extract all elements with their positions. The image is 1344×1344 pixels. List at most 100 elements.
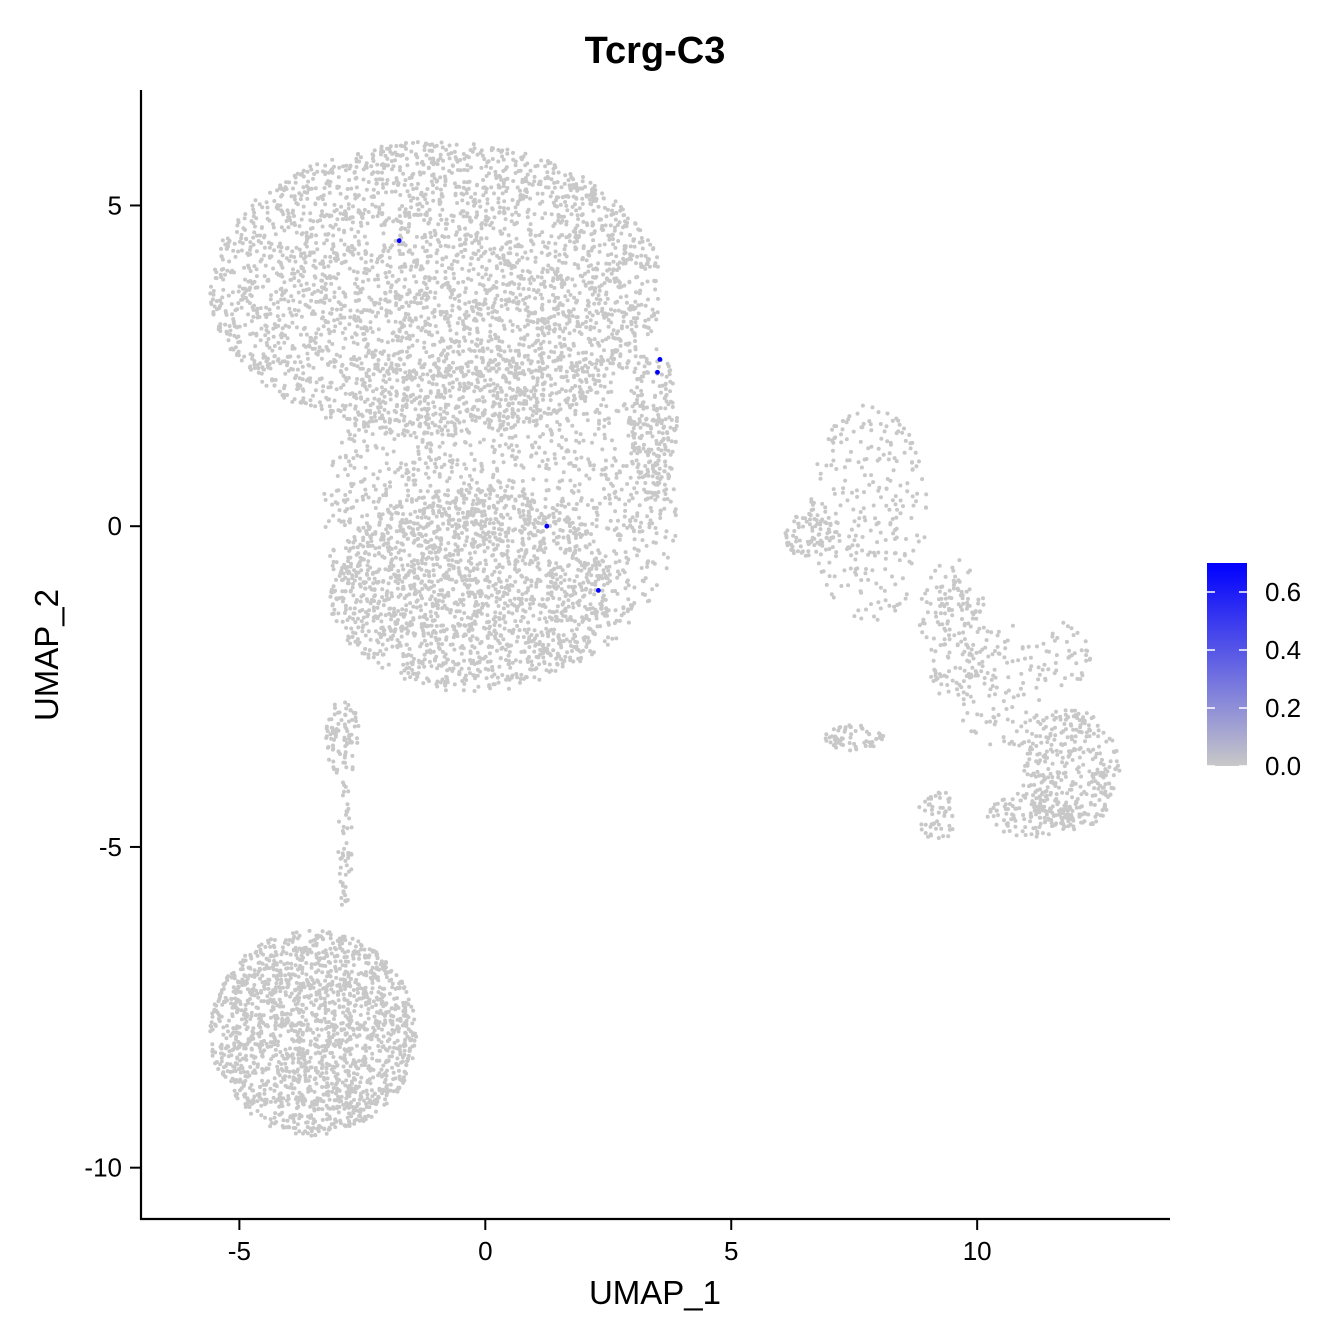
- cell-point: [632, 537, 637, 542]
- cell-point: [483, 366, 488, 371]
- cell-point: [606, 324, 611, 329]
- cell-point: [614, 408, 619, 413]
- cell-point: [625, 482, 630, 486]
- cell-point: [507, 478, 512, 483]
- cell-point: [310, 250, 315, 255]
- cell-point: [459, 242, 464, 247]
- cell-point: [323, 232, 328, 237]
- cell-point: [424, 445, 429, 450]
- cell-point: [547, 662, 552, 667]
- cell-point: [461, 373, 466, 378]
- cell-point: [583, 271, 587, 276]
- cell-point: [435, 248, 440, 253]
- cell-point: [610, 438, 614, 443]
- cell-point: [461, 152, 466, 156]
- cell-point: [218, 298, 222, 303]
- cell-point: [372, 414, 377, 419]
- cell-point: [559, 375, 564, 379]
- cell-point: [264, 383, 269, 388]
- cell-point: [574, 430, 579, 435]
- cell-point: [383, 153, 388, 158]
- cell-point: [262, 274, 267, 279]
- cell-point: [432, 276, 437, 281]
- cell-point: [245, 251, 250, 256]
- cell-point: [533, 296, 538, 301]
- cell-point: [349, 506, 354, 510]
- cell-point: [319, 407, 324, 412]
- cell-point: [543, 616, 547, 621]
- cell-point: [594, 517, 599, 522]
- cell-point: [363, 465, 368, 470]
- cell-point: [391, 164, 396, 169]
- cell-point: [538, 292, 543, 297]
- cell-point: [211, 289, 216, 293]
- cell-point: [551, 631, 556, 636]
- cell-point: [273, 378, 278, 382]
- cell-point: [484, 214, 489, 219]
- cell-point: [583, 184, 587, 189]
- cell-point: [501, 414, 506, 419]
- cell-point: [325, 362, 330, 366]
- cell-point: [356, 151, 360, 156]
- cell-point: [433, 324, 438, 329]
- cell-point: [459, 547, 464, 552]
- cell-point: [525, 269, 530, 274]
- cell-point: [503, 647, 508, 652]
- cell-point: [267, 245, 272, 250]
- cell-point: [441, 623, 445, 628]
- cell-point: [362, 380, 367, 385]
- cell-point: [398, 349, 403, 354]
- cell-point: [418, 358, 423, 363]
- cell-point: [296, 279, 301, 283]
- cell-point: [462, 335, 466, 340]
- cell-point: [385, 589, 390, 594]
- cell-point: [286, 299, 291, 304]
- cell-point: [397, 207, 402, 212]
- cell-point: [398, 165, 402, 170]
- cell-point: [554, 410, 559, 415]
- cell-point: [507, 650, 512, 654]
- cell-point: [438, 213, 443, 218]
- cell-point: [590, 223, 595, 228]
- cell-point: [424, 239, 429, 244]
- cell-point: [401, 418, 406, 423]
- cell-point: [409, 205, 414, 210]
- cell-point: [470, 240, 475, 245]
- cell-point: [587, 567, 592, 572]
- cell-point: [581, 438, 586, 443]
- cell-point: [354, 498, 359, 503]
- cell-point: [405, 355, 410, 360]
- cell-point: [591, 650, 596, 655]
- cell-point: [565, 618, 570, 623]
- cell-point: [423, 235, 428, 239]
- cell-point: [577, 206, 582, 211]
- cell-point: [571, 490, 576, 495]
- cell-point: [443, 452, 447, 457]
- cell-point: [512, 264, 517, 269]
- cell-point: [567, 353, 572, 358]
- cell-point: [456, 518, 461, 523]
- cell-point: [361, 331, 366, 336]
- cell-point: [662, 506, 667, 511]
- cell-point: [506, 240, 510, 245]
- cell-point: [250, 203, 255, 208]
- cell-point: [532, 628, 537, 633]
- cell-point: [631, 316, 636, 321]
- cell-point: [320, 316, 324, 321]
- cell-point: [501, 419, 506, 424]
- cell-point: [526, 434, 531, 439]
- cell-point: [574, 456, 579, 461]
- cell-point: [444, 255, 449, 260]
- cell-point: [530, 492, 535, 497]
- cell-point: [594, 274, 599, 279]
- cell-point: [450, 303, 455, 308]
- cell-point: [643, 303, 648, 308]
- cell-point: [661, 552, 666, 556]
- cell-point: [608, 223, 613, 228]
- cell-point: [543, 497, 548, 501]
- cell-point: [373, 348, 378, 353]
- cell-point: [453, 426, 458, 431]
- cell-point: [352, 439, 357, 444]
- cell-point: [373, 506, 378, 510]
- cell-point: [540, 319, 545, 324]
